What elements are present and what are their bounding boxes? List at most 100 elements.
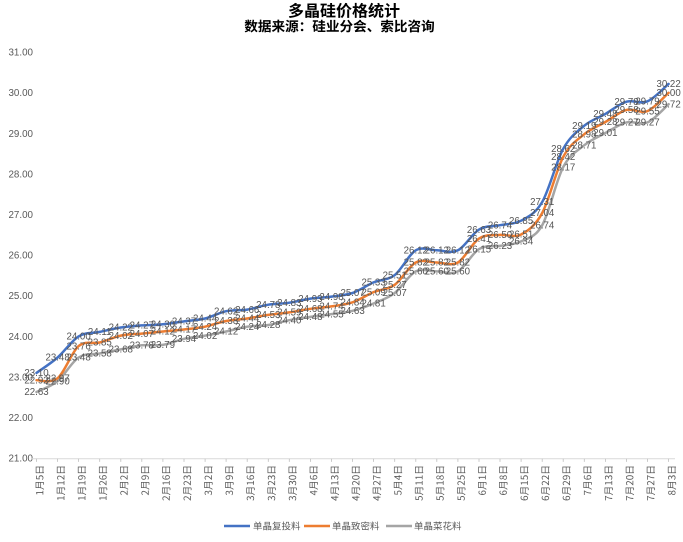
- svg-text:29.48: 29.48: [593, 109, 617, 120]
- svg-text:22.63: 22.63: [24, 387, 48, 398]
- svg-text:24.40: 24.40: [277, 315, 302, 326]
- svg-text:24.38: 24.38: [214, 316, 238, 327]
- svg-text:29.78: 29.78: [614, 97, 638, 108]
- svg-text:25.07: 25.07: [340, 288, 364, 299]
- svg-text:24.17: 24.17: [172, 325, 196, 336]
- svg-text:24.83: 24.83: [277, 298, 301, 309]
- svg-text:26.23: 26.23: [488, 241, 512, 252]
- svg-text:24.07: 24.07: [130, 329, 154, 340]
- svg-text:24.74: 24.74: [319, 302, 344, 313]
- svg-text:29.00: 29.00: [8, 129, 33, 140]
- svg-text:29.27: 29.27: [614, 118, 638, 129]
- svg-text:24.00: 24.00: [8, 332, 33, 343]
- svg-text:27.31: 27.31: [530, 197, 554, 208]
- svg-text:24.98: 24.98: [319, 292, 343, 303]
- svg-text:29.28: 29.28: [593, 117, 617, 128]
- svg-text:26.51: 26.51: [509, 230, 533, 241]
- svg-text:26.00: 26.00: [8, 251, 33, 262]
- svg-text:26.41: 26.41: [467, 234, 491, 245]
- svg-text:25.60: 25.60: [425, 267, 450, 278]
- svg-text:25.60: 25.60: [404, 267, 429, 278]
- svg-text:24.11: 24.11: [88, 327, 112, 338]
- svg-text:26.85: 26.85: [509, 216, 533, 227]
- svg-text:25.33: 25.33: [361, 278, 385, 289]
- svg-text:23.76: 23.76: [66, 341, 90, 352]
- svg-text:27.04: 27.04: [530, 208, 555, 219]
- svg-text:26.15: 26.15: [467, 244, 491, 255]
- svg-text:24.63: 24.63: [340, 306, 364, 317]
- svg-text:23.79: 23.79: [151, 340, 175, 351]
- svg-text:24.84: 24.84: [340, 298, 365, 309]
- svg-text:26.12: 26.12: [425, 246, 449, 257]
- svg-text:25.82: 25.82: [404, 258, 428, 269]
- svg-text:26.34: 26.34: [509, 237, 534, 248]
- svg-text:24.68: 24.68: [298, 304, 322, 315]
- svg-text:27.00: 27.00: [8, 210, 33, 221]
- svg-text:28.71: 28.71: [572, 140, 596, 151]
- svg-text:30.00: 30.00: [656, 88, 681, 99]
- svg-text:29.19: 29.19: [572, 121, 596, 132]
- svg-text:24.44: 24.44: [235, 314, 260, 325]
- svg-text:24.53: 24.53: [256, 310, 280, 321]
- svg-text:29.79: 29.79: [635, 97, 659, 108]
- svg-text:28.62: 28.62: [551, 144, 575, 155]
- svg-text:24.12: 24.12: [151, 327, 175, 338]
- svg-text:29.72: 29.72: [656, 99, 680, 110]
- svg-text:24.28: 24.28: [256, 320, 280, 331]
- svg-text:25.09: 25.09: [361, 287, 385, 298]
- svg-text:31.00: 31.00: [8, 48, 33, 59]
- svg-text:24.48: 24.48: [298, 312, 322, 323]
- svg-text:24.62: 24.62: [214, 306, 238, 317]
- svg-text:25.82: 25.82: [446, 258, 470, 269]
- svg-text:24.27: 24.27: [130, 321, 154, 332]
- svg-text:26.12: 26.12: [446, 246, 470, 257]
- svg-text:24.12: 24.12: [214, 327, 238, 338]
- svg-text:26.74: 26.74: [530, 220, 555, 231]
- svg-text:22.90: 22.90: [45, 376, 70, 387]
- svg-text:25.00: 25.00: [8, 291, 33, 302]
- svg-text:25.27: 25.27: [383, 280, 407, 291]
- svg-text:24.24: 24.24: [235, 322, 260, 333]
- svg-text:24.66: 24.66: [235, 305, 259, 316]
- svg-text:25.07: 25.07: [383, 288, 407, 299]
- svg-text:24.22: 24.22: [109, 323, 133, 334]
- svg-text:29.01: 29.01: [593, 128, 617, 139]
- svg-text:26.74: 26.74: [488, 220, 513, 231]
- svg-text:29.58: 29.58: [614, 105, 638, 116]
- svg-text:28.42: 28.42: [551, 152, 575, 163]
- svg-text:22.00: 22.00: [8, 413, 33, 424]
- svg-text:23.10: 23.10: [24, 368, 49, 379]
- svg-text:30.00: 30.00: [8, 88, 33, 99]
- svg-text:24.44: 24.44: [193, 314, 218, 325]
- svg-text:24.81: 24.81: [361, 299, 385, 310]
- svg-text:24.59: 24.59: [277, 308, 301, 319]
- svg-text:24.93: 24.93: [298, 294, 322, 305]
- svg-text:22.92: 22.92: [24, 375, 48, 386]
- svg-text:26.12: 26.12: [404, 246, 428, 257]
- svg-text:23.68: 23.68: [109, 345, 133, 356]
- svg-text:24.24: 24.24: [193, 322, 218, 333]
- svg-text:23.48: 23.48: [45, 353, 69, 364]
- svg-text:25.51: 25.51: [383, 270, 407, 281]
- svg-text:24.55: 24.55: [319, 309, 343, 320]
- svg-text:23.85: 23.85: [88, 338, 112, 349]
- svg-text:23.78: 23.78: [130, 341, 154, 352]
- svg-text:29.27: 29.27: [635, 118, 659, 129]
- svg-text:24.37: 24.37: [172, 317, 196, 328]
- svg-text:28.17: 28.17: [551, 162, 575, 173]
- svg-text:26.63: 26.63: [467, 225, 491, 236]
- svg-text:23.94: 23.94: [172, 334, 197, 345]
- svg-text:24.02: 24.02: [193, 331, 217, 342]
- svg-text:25.82: 25.82: [425, 258, 449, 269]
- svg-text:23.00: 23.00: [8, 372, 33, 383]
- svg-text:24.30: 24.30: [151, 319, 176, 330]
- svg-text:25.60: 25.60: [446, 267, 471, 278]
- svg-text:28.98: 28.98: [572, 129, 596, 140]
- svg-text:22.97: 22.97: [45, 373, 69, 384]
- svg-text:21.00: 21.00: [8, 454, 33, 465]
- svg-text:28.00: 28.00: [8, 169, 33, 180]
- svg-text:23.48: 23.48: [66, 353, 90, 364]
- svg-text:24.00: 24.00: [66, 332, 91, 343]
- svg-text:26.50: 26.50: [488, 230, 513, 241]
- svg-text:24.02: 24.02: [109, 331, 133, 342]
